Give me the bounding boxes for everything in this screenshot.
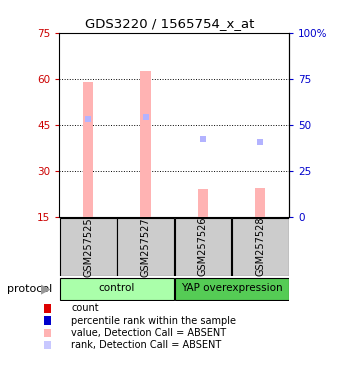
Text: value, Detection Call = ABSENT: value, Detection Call = ABSENT bbox=[71, 328, 226, 338]
Text: count: count bbox=[71, 303, 99, 313]
Bar bbox=[232, 218, 289, 276]
Bar bbox=[140, 71, 151, 217]
Bar bbox=[83, 82, 94, 217]
Text: protocol: protocol bbox=[7, 284, 52, 294]
Text: control: control bbox=[99, 283, 135, 293]
Text: GSM257526: GSM257526 bbox=[198, 217, 208, 276]
Bar bbox=[174, 278, 289, 300]
Bar bbox=[174, 218, 231, 276]
Bar bbox=[60, 218, 117, 276]
Text: ▶: ▶ bbox=[41, 283, 51, 295]
Text: rank, Detection Call = ABSENT: rank, Detection Call = ABSENT bbox=[71, 340, 222, 350]
Bar bbox=[117, 218, 174, 276]
Text: percentile rank within the sample: percentile rank within the sample bbox=[71, 316, 236, 326]
Text: GSM257525: GSM257525 bbox=[83, 217, 93, 276]
Bar bbox=[60, 278, 174, 300]
Text: GSM257527: GSM257527 bbox=[140, 217, 151, 276]
Text: GSM257528: GSM257528 bbox=[255, 217, 265, 276]
Text: YAP overexpression: YAP overexpression bbox=[181, 283, 283, 293]
Bar bbox=[255, 188, 266, 217]
Bar bbox=[198, 189, 208, 217]
Text: GDS3220 / 1565754_x_at: GDS3220 / 1565754_x_at bbox=[85, 17, 255, 30]
